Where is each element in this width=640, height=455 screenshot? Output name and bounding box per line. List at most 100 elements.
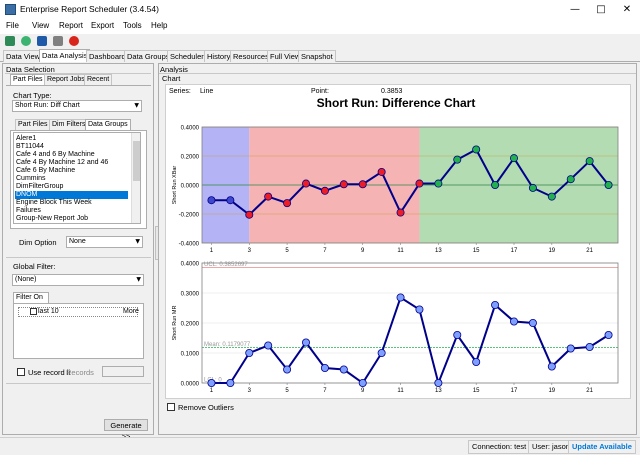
series-label: Series: — [169, 88, 191, 95]
divider — [6, 85, 151, 86]
y-tick-label: -0.2000 — [179, 213, 200, 219]
x-tick-label: 3 — [248, 248, 252, 254]
data-point — [585, 157, 594, 166]
y-tick-label: -0.4000 — [179, 242, 200, 248]
list-scrollbar[interactable] — [131, 133, 140, 223]
tab-data-groups-sub[interactable]: Data Groups — [85, 119, 131, 130]
data-point — [509, 154, 518, 163]
filter-row[interactable] — [18, 307, 138, 317]
chart-type-value: Short Run: Diff Chart — [15, 102, 80, 109]
data-point — [491, 181, 500, 190]
tab-sub-part-files[interactable]: Part Files — [15, 119, 51, 130]
tab-history[interactable]: History — [204, 50, 234, 62]
sync-icon[interactable] — [21, 36, 31, 46]
data-point — [283, 365, 292, 374]
data-point — [491, 300, 500, 309]
refresh-icon[interactable] — [5, 36, 15, 46]
list-item[interactable]: Failures — [16, 207, 41, 214]
menu-report[interactable]: Report — [59, 21, 84, 30]
list-item[interactable]: Cafe 6 By Machine — [16, 167, 76, 174]
data-point — [320, 363, 329, 372]
chart-title: Short Run: Difference Chart — [317, 96, 476, 110]
tab-dashboard[interactable]: Dashboard — [86, 50, 129, 62]
tab-report-jobs[interactable]: Report Jobs — [44, 74, 88, 85]
x-tick-label: 19 — [548, 388, 555, 394]
toolbar — [0, 34, 640, 48]
dim-option-select[interactable]: None ▼ — [66, 236, 143, 248]
y-tick-label: 0.1000 — [181, 352, 200, 358]
list-item[interactable]: Cafe 4 and 6 By Machine — [16, 151, 95, 158]
filter-checkbox[interactable] — [30, 308, 37, 315]
y-tick-label: 0.3000 — [181, 292, 200, 298]
data-point — [358, 378, 367, 387]
more-link[interactable]: More — [123, 308, 139, 315]
menu-tools[interactable]: Tools — [123, 21, 142, 30]
tab-scheduler[interactable]: Scheduler — [167, 50, 207, 62]
maximize-icon[interactable]: □ — [596, 4, 606, 15]
main-tabs: Data View Data Analysis Dashboard Data G… — [0, 49, 640, 62]
list-item[interactable]: BT11044 — [16, 143, 44, 150]
x-tick-label: 21 — [586, 248, 593, 254]
filter-on-tab[interactable]: Filter On — [13, 292, 49, 303]
data-point — [396, 293, 405, 302]
minimize-icon[interactable]: — — [570, 4, 580, 15]
data-point — [264, 341, 273, 350]
tab-snapshot[interactable]: Snapshot — [298, 50, 336, 62]
tools-icon[interactable] — [53, 36, 63, 46]
list-item[interactable]: Engine Block This Week — [16, 199, 92, 206]
tab-dim-filters[interactable]: Dim Filters — [49, 119, 89, 130]
data-group-list[interactable]: Alere1 BT11044 Cafe 4 and 6 By Machine C… — [13, 132, 141, 224]
use-record-limit-checkbox[interactable] — [17, 368, 25, 376]
y-axis-label: Short Run XBar — [172, 166, 178, 205]
window-title: Enterprise Report Scheduler (3.4.54) — [20, 4, 159, 14]
remove-outliers-checkbox[interactable] — [167, 403, 175, 411]
chevron-down-icon: ▼ — [134, 102, 139, 109]
y-tick-label: 0.2000 — [181, 155, 200, 161]
global-filter-select[interactable]: (None) ▼ — [12, 274, 144, 286]
tab-data-analysis[interactable]: Data Analysis — [39, 49, 91, 62]
close-icon[interactable]: ✕ — [622, 4, 632, 15]
x-tick-label: 7 — [323, 248, 327, 254]
list-item[interactable]: Alere1 — [16, 135, 37, 142]
list-item[interactable]: Cafe 4 By Machine 12 and 46 — [16, 159, 109, 166]
records-input[interactable] — [102, 366, 144, 377]
tab-data-view[interactable]: Data View — [3, 50, 44, 62]
data-point — [547, 192, 556, 201]
x-tick-label: 13 — [435, 388, 442, 394]
menu-file[interactable]: File — [6, 21, 19, 30]
tab-resources[interactable]: Resources — [230, 50, 272, 62]
x-tick-label: 5 — [285, 248, 289, 254]
list-item[interactable]: Cummins — [16, 175, 46, 182]
divider — [6, 257, 151, 258]
tab-part-files[interactable]: Part Files — [10, 74, 46, 85]
data-point — [358, 180, 367, 189]
chart-area: Series: Line Point: 0.3853 Short Run: Di… — [165, 84, 631, 399]
pause-icon[interactable] — [37, 36, 47, 46]
x-tick-label: 11 — [397, 248, 404, 254]
data-point — [245, 210, 254, 219]
tab-recent[interactable]: Recent — [84, 74, 113, 85]
chart-type-select[interactable]: Short Run: Diff Chart ▼ — [12, 100, 142, 112]
list-item[interactable]: Group-New Report Job — [16, 215, 88, 222]
mean-label: Mean: 0.1179077 — [204, 342, 251, 348]
list-item-selected[interactable]: DNOM — [15, 191, 128, 199]
data-point — [566, 344, 575, 353]
data-point — [585, 342, 594, 351]
scroll-thumb[interactable] — [133, 141, 140, 181]
chart-svg: Series: Line Point: 0.3853 Short Run: Di… — [169, 88, 619, 394]
tab-data-groups[interactable]: Data Groups — [124, 50, 173, 62]
x-tick-label: 21 — [586, 388, 593, 394]
menu-help[interactable]: Help — [151, 21, 168, 30]
stop-icon[interactable] — [69, 36, 79, 46]
data-point — [472, 357, 481, 366]
data-point — [509, 317, 518, 326]
update-available-link[interactable]: Update Available — [568, 440, 636, 454]
menu-view[interactable]: View — [32, 21, 50, 30]
data-point — [226, 378, 235, 387]
list-item[interactable]: DimFilterGroup — [16, 183, 64, 190]
data-point — [377, 348, 386, 357]
menu-export[interactable]: Export — [91, 21, 115, 30]
generate-button[interactable]: Generate >> — [104, 419, 148, 441]
connection-status: Connection: test — [468, 440, 531, 454]
